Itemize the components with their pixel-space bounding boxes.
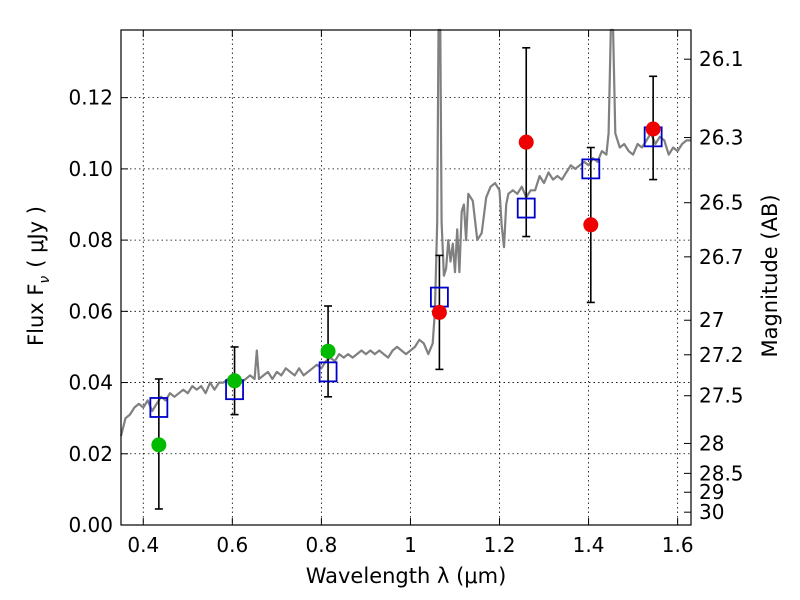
- plot-frame: [120, 29, 692, 526]
- model-spectrum: [119, 28, 691, 437]
- x-tick-label: 1.6: [662, 533, 694, 557]
- y-tick-label: 0.06: [68, 299, 113, 323]
- observed-circle-marker: [583, 217, 599, 233]
- y-tick-label: 0.12: [68, 86, 113, 110]
- y-axis-label-main: Flux F: [24, 284, 48, 346]
- x-tick-label: 1.2: [484, 533, 516, 557]
- observed-circle-marker: [431, 304, 447, 320]
- x-tick-label: 0.6: [216, 533, 248, 557]
- observed-photometry-circles: [151, 121, 661, 453]
- error-bars: [154, 47, 658, 510]
- y2-tick-label: 30: [699, 500, 724, 524]
- y-tick-labels: 0.00 0.02 0.04 0.06 0.08 0.10 0.12: [68, 86, 113, 537]
- observed-circle-marker: [518, 134, 534, 150]
- y-axis-label-subscript: ν: [37, 276, 53, 284]
- model-photometry-squares: [149, 126, 663, 418]
- model-square-marker: [516, 197, 536, 219]
- y-tick-label: 0.10: [68, 157, 113, 181]
- y2-tick-label: 26.5: [699, 191, 744, 215]
- observed-circle-marker: [320, 343, 336, 359]
- y2-tick-label: 27.5: [699, 384, 744, 408]
- x-tick-label: 0.8: [305, 533, 337, 557]
- y2-axis-label: Magnitude (AB): [758, 194, 782, 357]
- x-tick-labels: 0.4 0.6 0.8 1 1.2 1.4 1.6: [127, 533, 693, 557]
- y2-tick-label: 26.3: [699, 126, 744, 150]
- y2-tick-label: 29: [699, 480, 724, 504]
- y2-tick-label: 27: [699, 308, 724, 332]
- y-axis-label: Flux Fν ( μJy ): [24, 206, 53, 346]
- axis-ticks: [121, 30, 691, 526]
- x-tick-label: 1: [404, 533, 417, 557]
- y2-tick-label: 28: [699, 431, 724, 455]
- y-tick-label: 0.00: [68, 513, 113, 537]
- observed-circle-marker: [645, 121, 661, 137]
- model-square-marker: [581, 158, 601, 180]
- y-axis-label-unit: ( μJy ): [24, 206, 48, 268]
- grid-lines: [121, 30, 691, 526]
- x-tick-label: 0.4: [127, 533, 159, 557]
- observed-circle-marker: [151, 437, 167, 453]
- y-tick-label: 0.02: [68, 442, 113, 466]
- model-square-marker: [149, 397, 169, 418]
- observed-circle-marker: [227, 373, 243, 389]
- y2-tick-label: 26.7: [699, 245, 744, 269]
- y2-tick-label: 26.1: [699, 47, 744, 71]
- y-tick-label: 0.04: [68, 371, 113, 395]
- y2-tick-label: 27.2: [699, 343, 744, 367]
- x-tick-label: 1.4: [573, 533, 605, 557]
- y-tick-label: 0.08: [68, 228, 113, 252]
- model-square-marker: [318, 361, 338, 383]
- spectrum-line: [119, 28, 691, 437]
- x-axis-label: Wavelength λ (μm): [306, 564, 507, 588]
- y2-tick-label: 28.5: [699, 461, 744, 485]
